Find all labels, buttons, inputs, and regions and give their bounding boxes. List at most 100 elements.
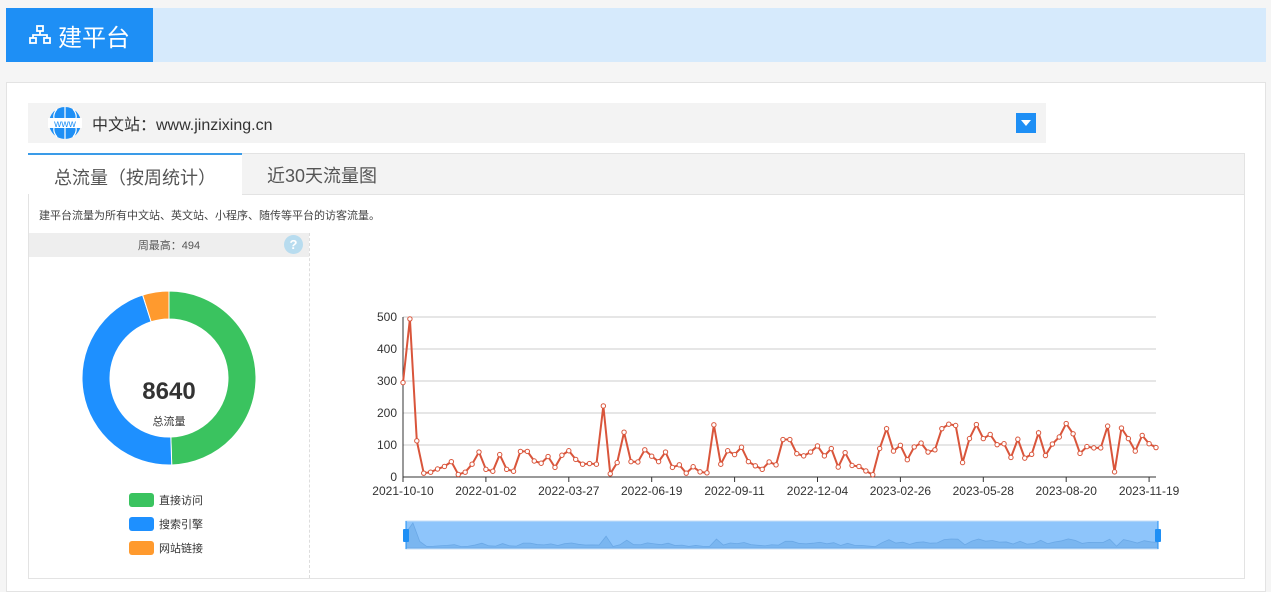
data-point[interactable] [607, 471, 613, 477]
data-point[interactable] [1077, 450, 1083, 457]
data-point[interactable] [1035, 430, 1042, 436]
data-point[interactable] [911, 444, 917, 450]
data-point[interactable] [1028, 451, 1035, 457]
data-point[interactable] [946, 421, 952, 427]
data-point[interactable] [842, 449, 848, 456]
data-point[interactable] [718, 461, 724, 467]
data-point[interactable] [994, 441, 1000, 448]
data-point[interactable] [552, 464, 558, 471]
data-point[interactable] [876, 445, 883, 452]
data-point[interactable] [593, 461, 600, 467]
data-point[interactable] [973, 421, 980, 428]
data-point[interactable] [628, 458, 634, 465]
data-point[interactable] [883, 425, 890, 432]
donut-slice-1[interactable] [81, 294, 173, 466]
data-point[interactable] [455, 471, 461, 478]
data-point[interactable] [407, 316, 413, 322]
data-point[interactable] [586, 460, 593, 467]
data-point[interactable] [510, 468, 517, 474]
zoom-handle-right[interactable] [1155, 529, 1161, 542]
data-point[interactable] [787, 436, 793, 443]
legend-item-search[interactable]: 搜索引擎 [129, 512, 203, 536]
data-point[interactable] [897, 442, 904, 449]
data-point[interactable] [421, 470, 427, 476]
donut-slice-0[interactable] [168, 290, 257, 466]
data-point[interactable] [690, 464, 696, 470]
data-point[interactable] [704, 470, 710, 476]
data-point[interactable] [773, 462, 779, 468]
data-point[interactable] [1153, 444, 1159, 451]
data-point[interactable] [1001, 441, 1007, 447]
data-point[interactable] [731, 451, 738, 458]
data-point[interactable] [952, 422, 959, 429]
data-point[interactable] [780, 436, 786, 443]
data-point[interactable] [642, 447, 648, 453]
data-point[interactable] [939, 425, 945, 432]
data-point[interactable] [441, 463, 448, 470]
zoom-handle-left[interactable] [403, 529, 409, 542]
data-point[interactable] [1139, 432, 1145, 439]
data-point[interactable] [669, 464, 676, 471]
data-point[interactable] [476, 449, 482, 455]
data-point[interactable] [697, 469, 703, 475]
data-point[interactable] [414, 438, 420, 444]
data-point[interactable] [1132, 448, 1138, 454]
site-selector[interactable]: www 中文站：www.jinzixing.cn [28, 103, 1046, 143]
data-point[interactable] [711, 422, 717, 428]
data-point[interactable] [1056, 434, 1062, 440]
data-point[interactable] [870, 472, 876, 478]
data-point[interactable] [925, 449, 931, 455]
data-point[interactable] [918, 440, 924, 446]
data-point[interactable] [676, 462, 683, 468]
tab-weekly-total[interactable]: 总流量（按周统计） [28, 153, 242, 198]
data-point[interactable] [959, 459, 966, 466]
data-point[interactable] [503, 466, 510, 473]
data-point[interactable] [766, 459, 772, 465]
data-point[interactable] [400, 379, 406, 386]
legend-item-link[interactable]: 网站链接 [129, 536, 203, 560]
dropdown-arrow-icon[interactable] [1016, 113, 1036, 133]
data-point[interactable] [545, 453, 551, 460]
data-point[interactable] [807, 449, 814, 455]
data-point[interactable] [856, 463, 862, 470]
data-point[interactable] [724, 448, 731, 454]
data-point[interactable] [655, 458, 662, 465]
data-point[interactable] [566, 448, 572, 454]
data-point[interactable] [683, 470, 689, 476]
data-point[interactable] [559, 452, 565, 458]
data-point[interactable] [434, 466, 441, 472]
data-point[interactable] [1111, 469, 1118, 475]
data-point[interactable] [1118, 425, 1125, 431]
data-point[interactable] [849, 462, 855, 469]
data-point[interactable] [835, 464, 841, 470]
data-point[interactable] [531, 458, 537, 464]
data-point[interactable] [1070, 431, 1076, 437]
data-point[interactable] [890, 448, 897, 454]
data-point[interactable] [1098, 445, 1104, 451]
data-point[interactable] [1125, 435, 1132, 442]
data-point[interactable] [1146, 441, 1152, 447]
data-point[interactable] [517, 448, 524, 455]
data-point[interactable] [427, 469, 434, 475]
legend-item-direct[interactable]: 直接访问 [129, 488, 203, 512]
data-point[interactable] [497, 451, 503, 458]
donut-slice-2[interactable] [142, 290, 170, 323]
data-point[interactable] [800, 453, 807, 459]
tab-last-30-days[interactable]: 近30天流量图 [266, 165, 378, 186]
data-point[interactable] [1049, 441, 1056, 447]
data-point[interactable] [1084, 443, 1090, 450]
data-point[interactable] [821, 453, 828, 459]
data-point[interactable] [1104, 423, 1111, 429]
data-point[interactable] [1015, 436, 1021, 442]
data-point[interactable] [932, 447, 938, 453]
data-point[interactable] [794, 450, 800, 457]
data-point[interactable] [987, 431, 993, 438]
data-point[interactable] [635, 459, 641, 465]
data-point[interactable] [648, 453, 655, 459]
data-point[interactable] [966, 435, 973, 442]
data-point[interactable] [1042, 452, 1049, 459]
data-point[interactable] [579, 461, 586, 467]
data-point[interactable] [752, 463, 759, 469]
data-point[interactable] [614, 459, 620, 466]
data-point[interactable] [1091, 445, 1097, 451]
